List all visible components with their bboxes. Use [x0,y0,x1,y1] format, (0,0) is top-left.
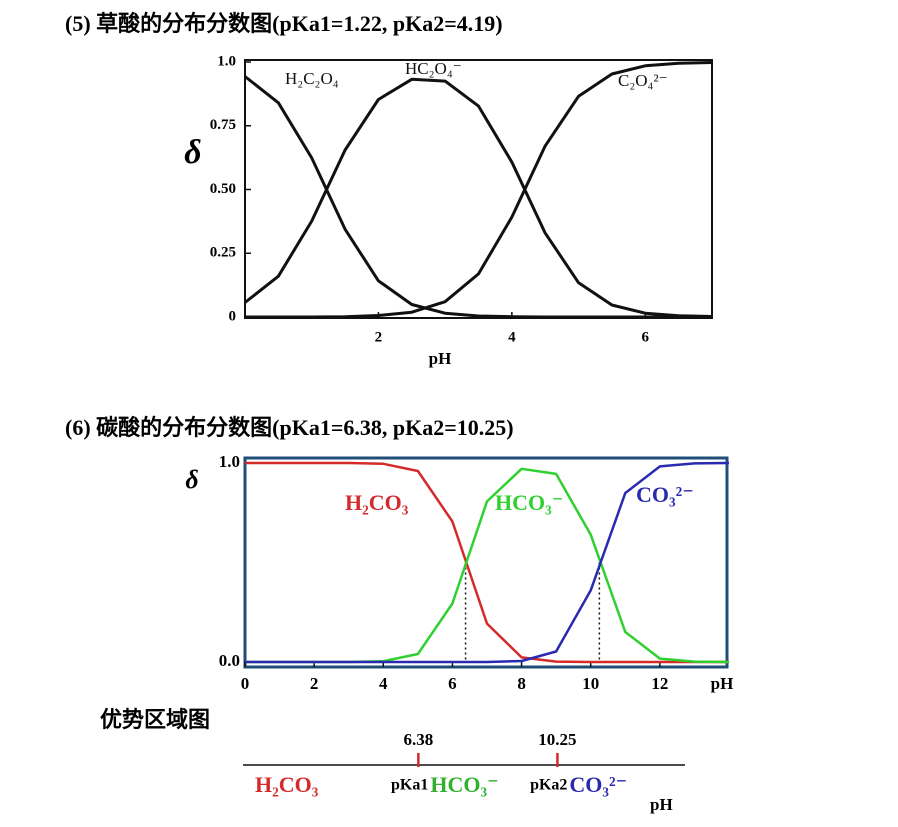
y-axis-label: δ [184,134,201,171]
y-tick-label: 1.0 [219,452,240,471]
series-label: H₂CO₃ [345,490,409,515]
tick-label: 6.38 [403,730,433,749]
x-tick-label: 0 [241,674,250,693]
plot-frame [243,456,729,669]
chart-title: (6) 碳酸的分布分数图(pKa1=6.38, pKa2=10.25) [65,415,514,440]
species-label: CO₃²⁻ [569,772,627,797]
y-tick-label: 0 [229,308,237,324]
x-tick-label: 2 [375,329,383,345]
pka-label: pKa1 [391,777,428,794]
tick-label: 10.25 [538,730,576,749]
y-tick-label: 0.25 [210,245,236,261]
x-tick-label: 4 [508,329,516,345]
series-label: C₂O₄²⁻ [618,71,668,90]
x-axis-label: pH [429,349,452,368]
x-tick-label: 12 [651,674,668,693]
x-axis-label: pH [711,674,734,693]
y-tick-label: 0.75 [210,117,236,133]
series-line [245,461,729,664]
series-line [245,61,713,319]
y-axis-label: δ [185,465,198,494]
y-tick-label: 0.50 [210,181,236,197]
x-tick-label: 8 [517,674,526,693]
series-label: HCO₃⁻ [495,490,563,515]
species-label: HCO₃⁻ [430,772,498,797]
x-tick-label: 10 [582,674,599,693]
section-title: 优势区域图 [100,707,210,732]
x-tick-label: 6 [642,329,650,345]
series-line [245,461,730,664]
series-label: CO₃²⁻ [636,482,694,507]
plot-frame [244,59,713,319]
series-label: HC₂O₄⁻ [405,59,462,78]
series-line [244,75,712,319]
x-tick-label: 6 [448,674,457,693]
chart-title: (5) 草酸的分布分数图(pKa1=1.22, pKa2=4.19) [65,11,503,36]
series-line [244,77,713,318]
x-tick-label: 4 [379,674,388,693]
x-tick-label: 2 [310,674,319,693]
pka-label: pKa2 [530,777,567,794]
y-tick-label: 0.0 [219,651,240,670]
series-label: H₂C₂O₄ [285,69,339,88]
axis-label: pH [650,795,673,814]
y-tick-label: 1.0 [217,53,236,69]
species-label: H₂CO₃ [255,772,319,797]
